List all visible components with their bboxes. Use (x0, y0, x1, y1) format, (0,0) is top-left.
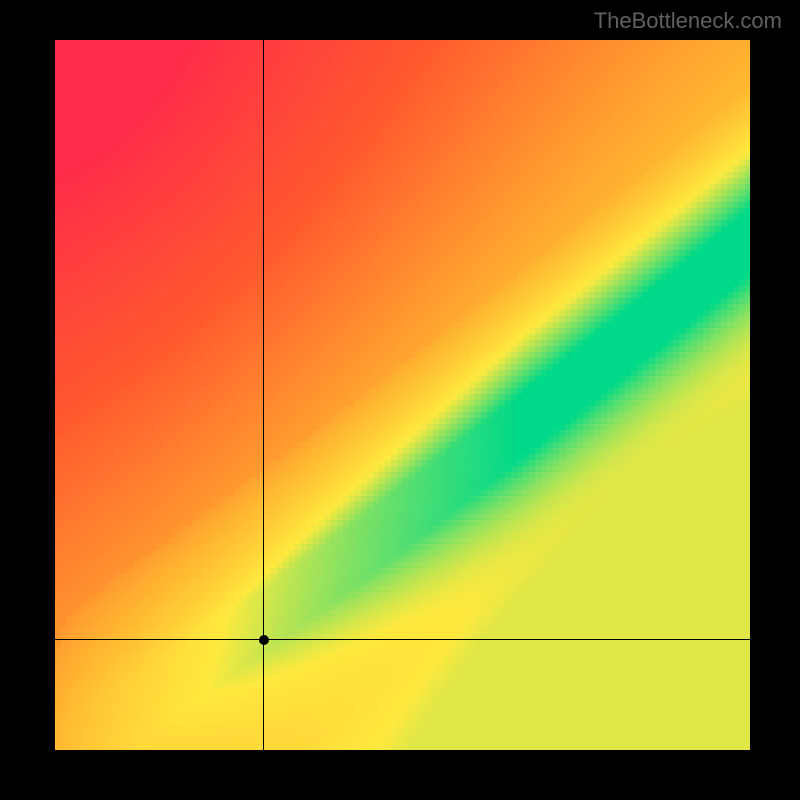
chart-container: TheBottleneck.com (0, 0, 800, 800)
crosshair-horizontal (55, 639, 750, 640)
watermark-text: TheBottleneck.com (594, 8, 782, 34)
plot-area (55, 40, 750, 750)
heatmap-canvas (55, 40, 750, 750)
marker-dot (259, 635, 269, 645)
